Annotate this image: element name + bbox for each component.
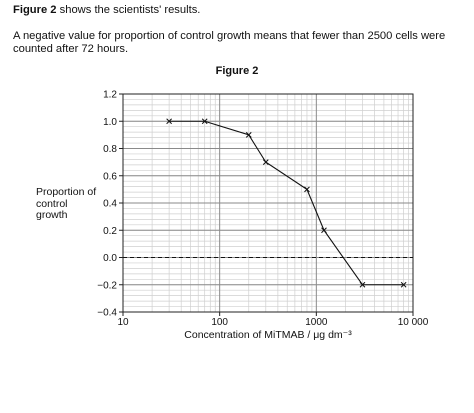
- intro-rest: shows the scientists' results.: [56, 4, 201, 16]
- data-point-marker: [201, 118, 208, 125]
- marker-stroke: [166, 118, 172, 125]
- figure-title: Figure 2: [215, 65, 259, 77]
- note-text: A negative value for proportion of contr…: [13, 30, 446, 55]
- y-tick-label: 0.4: [103, 199, 117, 210]
- data-point-marker: [304, 186, 310, 193]
- data-point-marker: [166, 118, 172, 125]
- data-point-marker: [321, 227, 327, 234]
- marker-stroke: [400, 281, 407, 288]
- x-axis-label: Concentration of MiTMAB / μg dm⁻³: [184, 329, 352, 341]
- y-tick-label: 1.0: [103, 117, 117, 128]
- x-tick-label: 10 000: [398, 317, 429, 328]
- data-point-marker: [359, 281, 366, 288]
- x-tick-labels: 10 100 1000 10 000: [117, 312, 429, 328]
- data-point-marker: [400, 281, 407, 288]
- data-point-marker: [245, 132, 252, 138]
- x-tick-label: 10: [117, 317, 129, 328]
- marker-stroke: [262, 159, 269, 165]
- y-tick-labels: 1.2 1.0 0.8 0.6 0.4 0.2 0.0 −0.2 −0.4: [97, 90, 123, 319]
- y-tick-label: 0.6: [103, 171, 117, 182]
- data-point-marker: [262, 159, 269, 165]
- data-series: [166, 118, 407, 288]
- marker-stroke: [201, 118, 208, 125]
- y-tick-label: −0.4: [97, 308, 117, 319]
- y-tick-label: 1.2: [103, 90, 117, 101]
- marker-stroke: [245, 132, 252, 138]
- marker-stroke: [304, 186, 310, 193]
- y-tick-label: 0.2: [103, 226, 117, 237]
- series-line: [169, 120, 404, 286]
- y-tick-label: 0.0: [103, 253, 117, 264]
- y-tick-label: −0.2: [97, 280, 117, 291]
- x-tick-label: 1000: [305, 317, 328, 328]
- y-tick-label: 0.8: [103, 144, 117, 155]
- intro-text: Figure 2 shows the scientists' results.: [13, 4, 200, 17]
- x-tick-label: 100: [211, 317, 228, 328]
- marker-stroke: [359, 281, 366, 288]
- marker-stroke: [321, 227, 327, 234]
- y-axis-label: Proportion of control growth: [36, 186, 97, 221]
- figure-ref: Figure 2: [13, 4, 57, 16]
